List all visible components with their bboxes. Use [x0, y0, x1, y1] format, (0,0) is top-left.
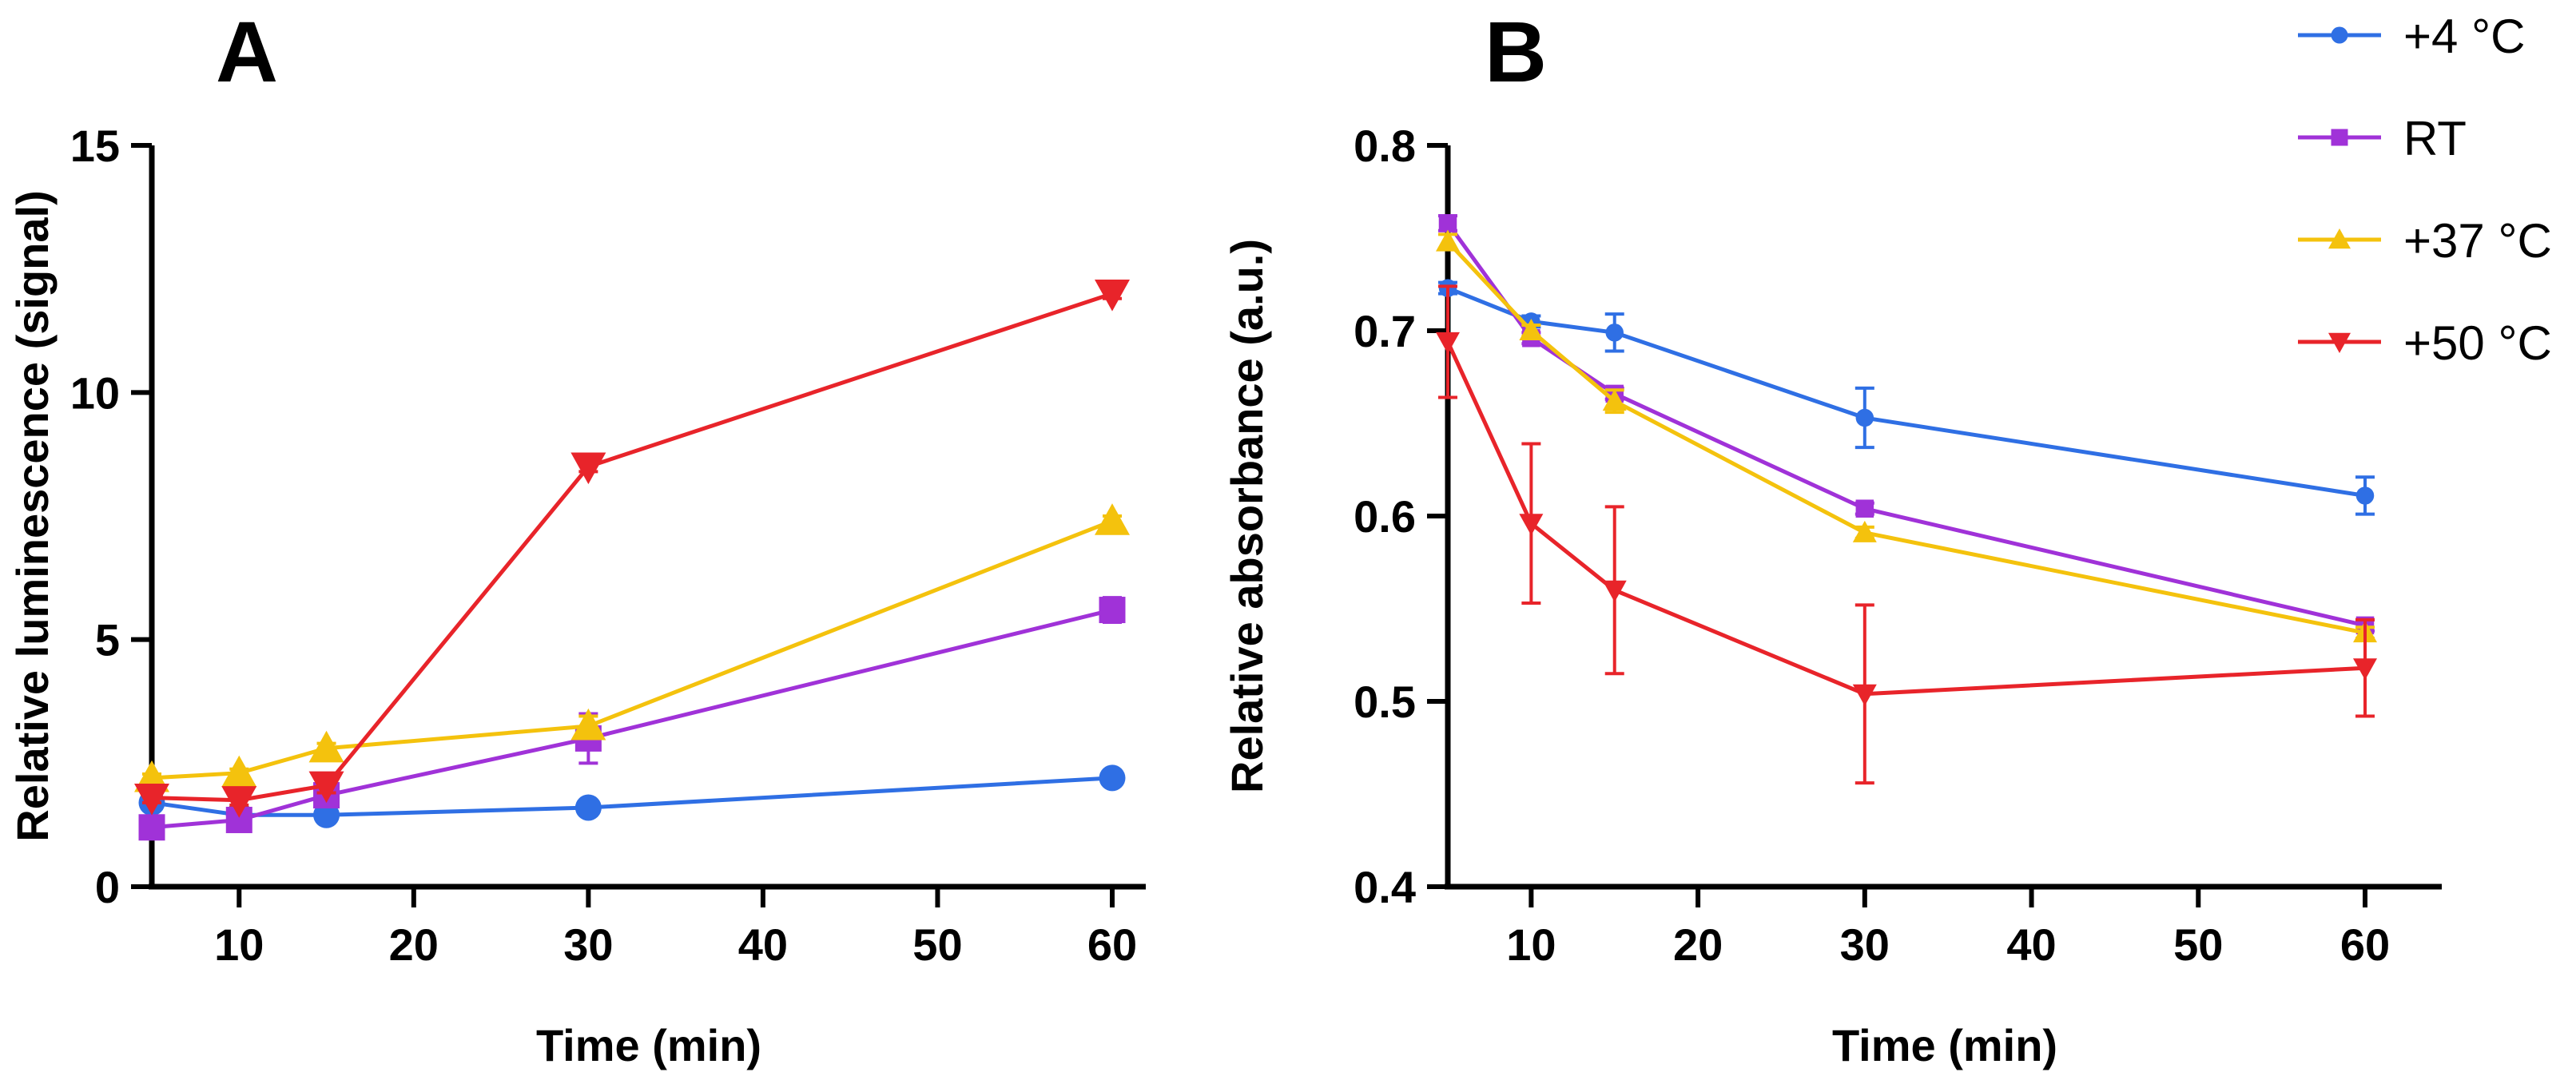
y-tick-label: 0.7 — [1354, 306, 1416, 356]
legend-label: +37 °C — [2403, 214, 2552, 268]
legend-label: +4 °C — [2403, 10, 2525, 63]
data-point — [1519, 319, 1544, 340]
series-line — [151, 776, 1113, 817]
y-tick-label: 0 — [95, 862, 120, 912]
x-tick-label: 30 — [1840, 919, 1890, 970]
x-tick-label: 10 — [1506, 919, 1556, 970]
data-point — [221, 786, 257, 818]
series-37-c — [134, 503, 1130, 792]
x-tick-label: 40 — [2006, 919, 2056, 970]
series-37-c — [1436, 229, 2377, 643]
data-point — [138, 814, 165, 841]
legend-marker — [2328, 332, 2351, 353]
legend-marker — [2331, 129, 2348, 146]
data-point — [2355, 486, 2375, 505]
series-50-c — [134, 280, 1130, 818]
data-point — [221, 755, 257, 788]
x-tick-label: 40 — [738, 919, 788, 970]
data-point — [1099, 597, 1126, 624]
y-axis-title: Relative luminescence (signal) — [7, 190, 58, 841]
x-tick-label: 60 — [2340, 919, 2390, 970]
series-4-c — [1438, 279, 2375, 516]
y-tick-label: 10 — [70, 367, 120, 418]
data-point — [308, 771, 344, 804]
y-tick-label: 0.4 — [1354, 862, 1416, 912]
data-point — [574, 794, 602, 821]
x-tick-label: 30 — [563, 919, 613, 970]
series-line — [151, 608, 1113, 830]
data-point — [1095, 503, 1130, 535]
legend-marker — [2331, 26, 2348, 44]
y-tick-label: 5 — [95, 615, 120, 665]
y-tick-label: 0.6 — [1354, 491, 1416, 542]
series-50-c — [1436, 284, 2377, 785]
series-line — [1446, 240, 2366, 635]
data-point — [1099, 764, 1126, 792]
x-axis-title: Time (min) — [536, 1020, 761, 1070]
x-tick-label: 10 — [214, 919, 264, 970]
data-point — [1095, 280, 1130, 312]
data-point — [570, 452, 606, 485]
x-tick-label: 20 — [389, 919, 439, 970]
legend-item-4c: +4 °C — [2298, 10, 2525, 63]
data-point — [1852, 520, 1877, 542]
series-line — [1447, 286, 2366, 498]
data-point — [570, 708, 606, 741]
data-point — [1855, 499, 1874, 518]
data-point — [1436, 229, 1460, 252]
data-point — [1605, 324, 1624, 342]
legend-marker — [2328, 228, 2351, 249]
legend-item-50c: +50 °C — [2298, 316, 2552, 370]
chart-panel-b: Relative absorbance (a.u.) Time (min) 0.… — [1222, 121, 2442, 1070]
x-tick-label: 20 — [1673, 919, 1723, 970]
legend-label: RT — [2403, 112, 2467, 165]
data-point — [2353, 658, 2377, 681]
y-tick-label: 0.5 — [1354, 677, 1416, 727]
legend-item-rt: RT — [2298, 112, 2467, 165]
series-line — [151, 292, 1113, 803]
data-point — [134, 784, 169, 816]
data-point — [308, 730, 344, 763]
legend-item-37c: +37 °C — [2298, 214, 2552, 268]
y-tick-label: 0.8 — [1354, 121, 1416, 171]
data-point — [1436, 332, 1460, 354]
panel-label-b: B — [1485, 3, 1547, 100]
y-tick-label: 15 — [70, 121, 120, 171]
data-point — [1438, 214, 1457, 232]
x-tick-label: 60 — [1087, 919, 1137, 970]
y-axis-title: Relative absorbance (a.u.) — [1222, 239, 1272, 793]
series-4-c — [138, 764, 1126, 828]
data-point — [1852, 684, 1877, 706]
legend-label: +50 °C — [2403, 316, 2552, 370]
panel-label-a: A — [216, 3, 278, 100]
x-axis-title: Time (min) — [1832, 1020, 2057, 1070]
x-tick-label: 50 — [912, 919, 962, 970]
chart-panel-a: Relative luminescence (signal) Time (min… — [7, 121, 1146, 1070]
x-tick-label: 50 — [2173, 919, 2223, 970]
data-point — [1855, 408, 1874, 427]
legend: +4 °C RT +37 °C +50 °C — [2298, 10, 2552, 370]
data-point — [1602, 389, 1627, 411]
data-point — [1602, 580, 1627, 602]
series-line — [151, 518, 1113, 780]
data-point — [1519, 514, 1544, 536]
